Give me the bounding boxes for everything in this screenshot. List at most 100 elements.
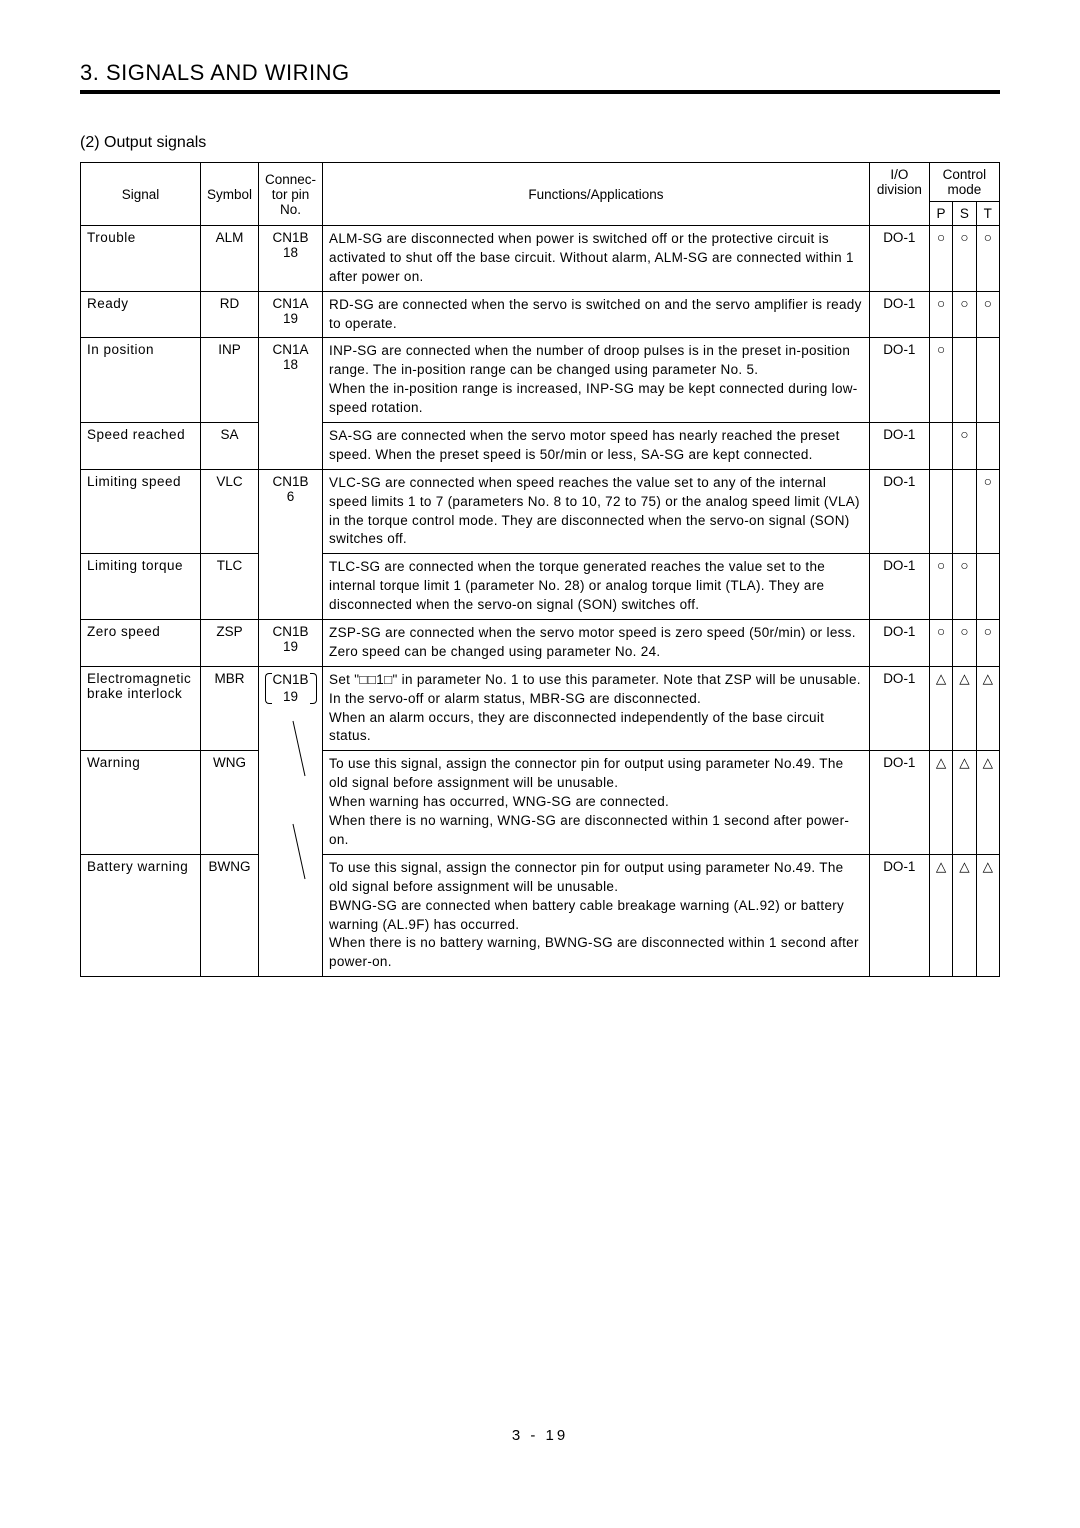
mode-cell-t: △ <box>976 666 999 751</box>
symbol-cell: BWNG <box>201 854 259 976</box>
table-row: ReadyRDCN1A 19RD-SG are connected when t… <box>81 291 1000 338</box>
mode-cell-p: △ <box>929 751 952 854</box>
table-row: Limiting speedVLCCN1B 6VLC-SG are connec… <box>81 469 1000 554</box>
signal-cell: Limiting torque <box>81 554 201 620</box>
mode-cell-s: ○ <box>953 226 976 292</box>
io-cell: DO-1 <box>869 854 929 976</box>
symbol-cell: INP <box>201 338 259 423</box>
header-t: T <box>976 202 999 226</box>
table-row: WarningWNG To use this signal, assign the… <box>81 751 1000 854</box>
header-p: P <box>929 202 952 226</box>
table-row: TroubleALMCN1B 18ALM-SG are disconnected… <box>81 226 1000 292</box>
mode-cell-t <box>976 338 999 423</box>
mode-cell-p: ○ <box>929 291 952 338</box>
table-row: Electromagnetic brake interlockMBRCN1B 1… <box>81 666 1000 751</box>
func-cell: TLC-SG are connected when the torque gen… <box>323 554 870 620</box>
io-cell: DO-1 <box>869 620 929 667</box>
pin-cell: CN1B 6 <box>259 469 323 554</box>
mode-cell-s: ○ <box>953 291 976 338</box>
table-row: Speed reachedSASA-SG are connected when … <box>81 423 1000 470</box>
mode-cell-p: ○ <box>929 338 952 423</box>
mode-cell-t <box>976 554 999 620</box>
pin-cell <box>259 423 323 470</box>
symbol-cell: ALM <box>201 226 259 292</box>
signal-cell: Limiting speed <box>81 469 201 554</box>
mode-cell-s: △ <box>953 751 976 854</box>
func-cell: To use this signal, assign the connector… <box>323 751 870 854</box>
mode-cell-t: ○ <box>976 291 999 338</box>
header-signal: Signal <box>81 163 201 226</box>
pin-cell: CN1A 19 <box>259 291 323 338</box>
mode-cell-p: ○ <box>929 554 952 620</box>
func-cell: RD-SG are connected when the servo is sw… <box>323 291 870 338</box>
mode-cell-t: ○ <box>976 620 999 667</box>
func-cell: INP-SG are connected when the number of … <box>323 338 870 423</box>
page-number: 3 - 19 <box>80 1427 1000 1444</box>
signal-cell: Ready <box>81 291 201 338</box>
mode-cell-p <box>929 469 952 554</box>
symbol-cell: MBR <box>201 666 259 751</box>
mode-cell-p: △ <box>929 666 952 751</box>
mode-cell-s: ○ <box>953 554 976 620</box>
symbol-cell: WNG <box>201 751 259 854</box>
section-title: (2) Output signals <box>80 134 1000 152</box>
func-cell: To use this signal, assign the connector… <box>323 854 870 976</box>
pin-cell: CN1B 19 <box>259 620 323 667</box>
signal-cell: Electromagnetic brake interlock <box>81 666 201 751</box>
pin-cell: CN1B 18 <box>259 226 323 292</box>
table-row: In positionINPCN1A 18INP-SG are connecte… <box>81 338 1000 423</box>
header-io: I/O division <box>869 163 929 226</box>
mode-cell-t: ○ <box>976 469 999 554</box>
header-ctrlmode: Control mode <box>929 163 999 202</box>
pin-cell: CN1A 18 <box>259 338 323 423</box>
header-pin: Connec- tor pin No. <box>259 163 323 226</box>
mode-cell-p: ○ <box>929 620 952 667</box>
io-cell: DO-1 <box>869 423 929 470</box>
mode-cell-s <box>953 469 976 554</box>
io-cell: DO-1 <box>869 666 929 751</box>
io-cell: DO-1 <box>869 554 929 620</box>
symbol-cell: RD <box>201 291 259 338</box>
func-cell: VLC-SG are connected when speed reaches … <box>323 469 870 554</box>
pin-cell <box>259 554 323 620</box>
mode-cell-s: ○ <box>953 423 976 470</box>
mode-cell-t: ○ <box>976 226 999 292</box>
chapter-separator <box>80 90 1000 94</box>
mode-cell-s <box>953 338 976 423</box>
header-symbol: Symbol <box>201 163 259 226</box>
signal-cell: Zero speed <box>81 620 201 667</box>
mode-cell-p: ○ <box>929 226 952 292</box>
mode-cell-s: △ <box>953 854 976 976</box>
symbol-cell: VLC <box>201 469 259 554</box>
signal-cell: Battery warning <box>81 854 201 976</box>
signal-cell: Speed reached <box>81 423 201 470</box>
table-row: Zero speedZSPCN1B 19ZSP-SG are connected… <box>81 620 1000 667</box>
output-signals-table: Signal Symbol Connec- tor pin No. Functi… <box>80 162 1000 977</box>
chapter-title: 3. SIGNALS AND WIRING <box>80 60 1000 86</box>
signal-cell: Warning <box>81 751 201 854</box>
func-cell: SA-SG are connected when the servo motor… <box>323 423 870 470</box>
header-func: Functions/Applications <box>323 163 870 226</box>
symbol-cell: TLC <box>201 554 259 620</box>
mode-cell-s: ○ <box>953 620 976 667</box>
io-cell: DO-1 <box>869 751 929 854</box>
mode-cell-s: △ <box>953 666 976 751</box>
signal-cell: Trouble <box>81 226 201 292</box>
mode-cell-t: △ <box>976 751 999 854</box>
mode-cell-t: △ <box>976 854 999 976</box>
mode-cell-p <box>929 423 952 470</box>
table-row: Battery warningBWNG To use this signal, a… <box>81 854 1000 976</box>
signal-cell: In position <box>81 338 201 423</box>
header-s: S <box>953 202 976 226</box>
table-row: Limiting torqueTLC TLC-SG are connected w… <box>81 554 1000 620</box>
pin-cell <box>259 854 323 976</box>
mode-cell-t <box>976 423 999 470</box>
io-cell: DO-1 <box>869 469 929 554</box>
symbol-cell: ZSP <box>201 620 259 667</box>
mode-cell-p: △ <box>929 854 952 976</box>
func-cell: Set "□□1□" in parameter No. 1 to use thi… <box>323 666 870 751</box>
func-cell: ZSP-SG are connected when the servo moto… <box>323 620 870 667</box>
io-cell: DO-1 <box>869 291 929 338</box>
io-cell: DO-1 <box>869 338 929 423</box>
func-cell: ALM-SG are disconnected when power is sw… <box>323 226 870 292</box>
